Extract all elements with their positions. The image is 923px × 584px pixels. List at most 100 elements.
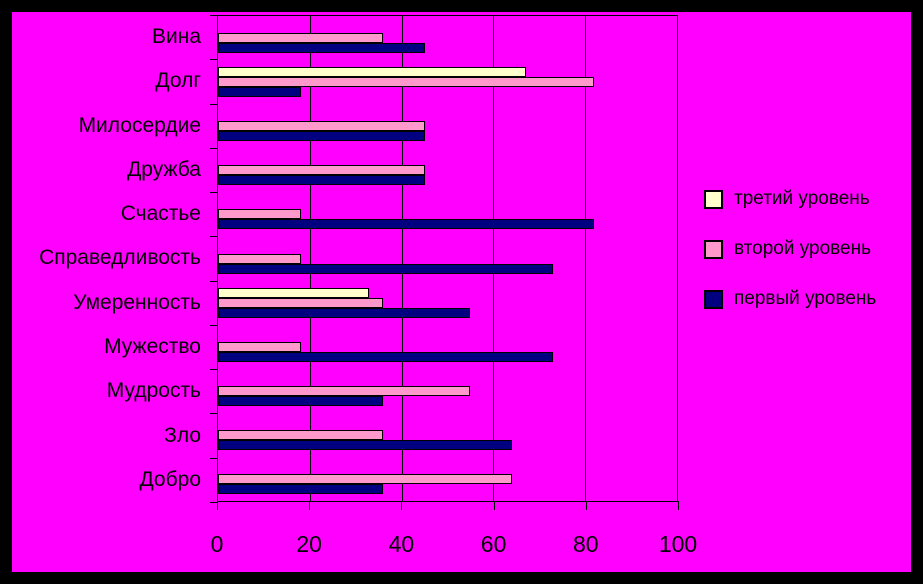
category-label-8: Мужество	[104, 334, 201, 358]
category-tick	[210, 192, 217, 194]
bar-slot	[218, 332, 677, 342]
bar-slot	[218, 473, 677, 484]
bar-slot	[218, 385, 677, 396]
bar-slot	[218, 483, 677, 494]
bar-series2-Милосердие	[218, 121, 425, 132]
bar-group-11	[218, 457, 677, 501]
bar-group-8	[218, 325, 677, 369]
bar-group-10	[218, 413, 677, 457]
bar-slot	[218, 43, 677, 54]
bar-slot	[218, 341, 677, 352]
value-tick-60	[493, 501, 495, 510]
category-label-4: Дружба	[127, 157, 201, 181]
bar-slot	[218, 263, 677, 274]
bar-series3-Милосердие	[218, 131, 425, 142]
legend-item-1: третий уровень	[704, 186, 876, 212]
category-label-1: Вина	[151, 25, 201, 49]
category-tick	[210, 147, 217, 149]
bar-slot	[218, 67, 677, 78]
legend-item-3: первый уровень	[704, 286, 876, 312]
category-tick	[210, 15, 217, 16]
category-tick	[210, 324, 217, 326]
bar-slot	[218, 23, 677, 33]
value-axis-labels: 0 20 40 60 80 100	[211, 530, 698, 558]
bar-slot	[218, 244, 677, 254]
bar-group-1	[218, 16, 677, 60]
bar-slot	[218, 199, 677, 209]
value-tick-label-60: 60	[480, 531, 507, 557]
bar-slot	[218, 77, 677, 88]
value-tick-label-80: 80	[573, 531, 599, 557]
legend-item-2: второй уровень	[704, 236, 876, 262]
bar-slot	[218, 209, 677, 220]
bar-series2-Долг	[218, 77, 595, 88]
bar-series2-Вина	[218, 33, 384, 44]
bar-series3-Мужество	[218, 351, 554, 362]
category-axis: Вина Долг Милосердие Дружба Счастье Справедли…	[12, 15, 209, 502]
bar-series2-Справедливость	[218, 253, 301, 264]
bar-slot	[218, 219, 677, 230]
bar-slot	[218, 111, 677, 121]
category-tick	[210, 457, 217, 459]
legend-swatch-icon	[704, 289, 723, 309]
bar-series3-Долг	[218, 87, 301, 98]
chart-background: Вина Долг Милосердие Дружба Счастье Справедли…	[12, 12, 911, 572]
bar-group-4	[218, 148, 677, 192]
gridline-60	[493, 16, 495, 501]
category-label-11: Добро	[139, 467, 201, 491]
category-label-3: Милосердие	[78, 113, 201, 137]
plot-area	[217, 15, 678, 502]
bar-slot	[218, 131, 677, 142]
category-label-7: Умеренность	[73, 290, 201, 314]
gridline-80	[585, 16, 587, 501]
bar-series2-Зло	[218, 429, 384, 440]
bar-group-2	[218, 60, 677, 104]
bar-slot	[218, 464, 677, 474]
category-label-6: Справедливость	[39, 246, 201, 270]
value-tick-label-100: 100	[658, 531, 698, 557]
category-label-2: Долг	[155, 69, 201, 93]
bar-group-5	[218, 192, 677, 236]
value-tick-label-20: 20	[296, 531, 322, 557]
category-label-9: Мудрость	[106, 379, 201, 403]
bar-series2-Мужество	[218, 341, 301, 352]
legend-swatch-icon	[704, 239, 723, 259]
bar-series2-Умеренность	[218, 297, 384, 308]
bar-series2-Мудрость	[218, 385, 471, 396]
legend-swatch-icon	[704, 189, 723, 209]
bar-slot	[218, 33, 677, 44]
bar-group-7	[218, 281, 677, 325]
bar-series3-Вина	[218, 43, 425, 54]
bar-slot	[218, 121, 677, 132]
bar-series3-Мудрость	[218, 395, 384, 406]
bar-series3-Зло	[218, 439, 512, 450]
bar-slot	[218, 429, 677, 440]
bar-series3-Умеренность	[218, 307, 471, 318]
bar-group-6	[218, 236, 677, 280]
bar-series3-Справедливость	[218, 263, 554, 274]
legend-label: первый уровень	[734, 288, 877, 309]
bar-slot	[218, 420, 677, 430]
bar-slot	[218, 253, 677, 264]
bar-slot	[218, 155, 677, 165]
bar-series2-Добро	[218, 473, 512, 484]
bar-slot	[218, 287, 677, 298]
value-tick-80	[585, 501, 587, 510]
bar-slot	[218, 297, 677, 308]
category-tick	[210, 103, 217, 105]
category-tick	[210, 59, 217, 61]
bar-slot	[218, 165, 677, 176]
category-tick	[210, 502, 217, 503]
bar-slot	[218, 351, 677, 362]
value-tick-0	[217, 501, 218, 510]
bar-slot	[218, 439, 677, 450]
category-tick	[210, 280, 217, 282]
value-tick-100	[678, 501, 679, 510]
bar-series3-Дружба	[218, 175, 425, 186]
category-tick	[210, 369, 217, 371]
bar-group-9	[218, 369, 677, 413]
value-tick-label-0: 0	[210, 531, 224, 557]
bar-group-3	[218, 104, 677, 148]
bar-slot	[218, 307, 677, 318]
